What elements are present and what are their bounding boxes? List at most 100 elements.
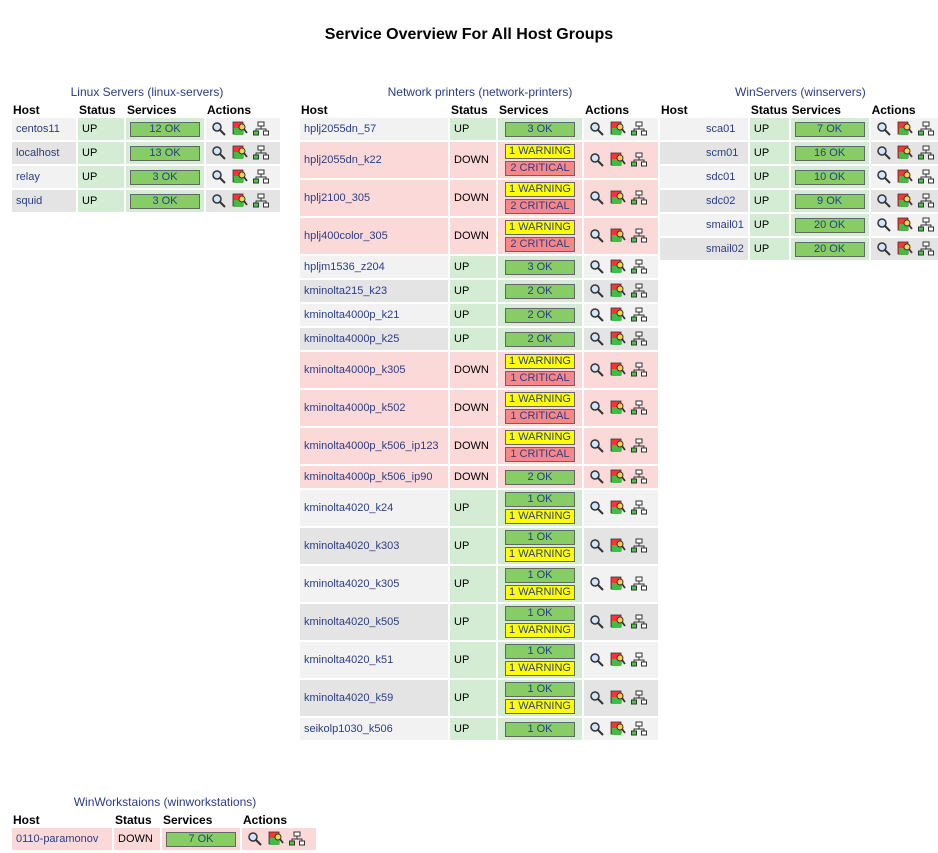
status-map-icon[interactable] xyxy=(631,538,648,554)
service-detail-icon[interactable] xyxy=(232,145,248,161)
service-count-warning[interactable]: 1 WARNING xyxy=(505,661,575,676)
host-name-link[interactable]: kminolta4000p_k25 xyxy=(300,328,448,350)
service-count-ok[interactable]: 7 OK xyxy=(166,831,236,847)
status-map-icon[interactable] xyxy=(631,652,648,668)
service-detail-icon[interactable] xyxy=(610,331,626,347)
magnifier-icon[interactable] xyxy=(589,400,605,416)
service-detail-icon[interactable] xyxy=(610,690,626,706)
status-map-icon[interactable] xyxy=(631,283,648,299)
status-map-icon[interactable] xyxy=(631,614,648,630)
host-name-link[interactable]: kminolta4000p_k502 xyxy=(300,390,448,426)
service-count-ok[interactable]: 2 OK xyxy=(505,307,575,323)
host-name-link[interactable]: kminolta215_k23 xyxy=(300,280,448,302)
magnifier-icon[interactable] xyxy=(589,438,605,454)
status-map-icon[interactable] xyxy=(917,217,934,233)
status-map-icon[interactable] xyxy=(917,121,934,137)
service-count-warning[interactable]: 1 WARNING xyxy=(505,392,575,407)
magnifier-icon[interactable] xyxy=(589,228,605,244)
service-count-ok[interactable]: 1 OK xyxy=(505,682,575,697)
status-map-icon[interactable] xyxy=(631,362,648,378)
service-count-warning[interactable]: 1 WARNING xyxy=(505,430,575,445)
status-map-icon[interactable] xyxy=(631,259,648,275)
service-detail-icon[interactable] xyxy=(610,259,626,275)
service-detail-icon[interactable] xyxy=(610,400,626,416)
service-count-ok[interactable]: 7 OK xyxy=(794,121,865,137)
service-detail-icon[interactable] xyxy=(232,169,248,185)
host-name-link[interactable]: relay xyxy=(12,166,76,188)
magnifier-icon[interactable] xyxy=(589,121,605,137)
host-name-link[interactable]: kminolta4020_k59 xyxy=(300,680,448,716)
status-map-icon[interactable] xyxy=(631,500,648,516)
host-name-link[interactable]: seikolp1030_k506 xyxy=(300,718,448,740)
magnifier-icon[interactable] xyxy=(589,469,605,485)
magnifier-icon[interactable] xyxy=(589,307,605,323)
service-count-ok[interactable]: 3 OK xyxy=(130,169,200,185)
service-detail-icon[interactable] xyxy=(232,121,248,137)
host-name-link[interactable]: 0110-paramonov xyxy=(12,828,112,850)
status-map-icon[interactable] xyxy=(917,169,934,185)
status-map-icon[interactable] xyxy=(631,228,648,244)
service-detail-icon[interactable] xyxy=(268,831,284,847)
host-name-link[interactable]: kminolta4020_k303 xyxy=(300,528,448,564)
service-count-ok[interactable]: 20 OK xyxy=(794,241,865,257)
service-detail-icon[interactable] xyxy=(897,241,913,257)
service-detail-icon[interactable] xyxy=(897,169,913,185)
magnifier-icon[interactable] xyxy=(211,121,227,137)
magnifier-icon[interactable] xyxy=(589,331,605,347)
status-map-icon[interactable] xyxy=(631,152,648,168)
host-name-link[interactable]: localhost xyxy=(12,142,76,164)
service-count-critical[interactable]: 1 CRITICAL xyxy=(505,447,575,462)
host-name-link[interactable]: kminolta4020_k305 xyxy=(300,566,448,602)
service-count-ok[interactable]: 9 OK xyxy=(794,193,865,209)
service-count-ok[interactable]: 2 OK xyxy=(505,283,575,299)
magnifier-icon[interactable] xyxy=(589,259,605,275)
service-detail-icon[interactable] xyxy=(232,193,248,209)
host-name-link[interactable]: centos11 xyxy=(12,118,76,140)
host-name-link[interactable]: squid xyxy=(12,190,76,212)
service-count-warning[interactable]: 1 WARNING xyxy=(505,509,575,524)
service-count-critical[interactable]: 2 CRITICAL xyxy=(505,237,575,252)
service-count-warning[interactable]: 1 WARNING xyxy=(505,220,575,235)
group-name-link[interactable]: WinWorkstaions xyxy=(73,795,161,809)
magnifier-icon[interactable] xyxy=(589,190,605,206)
group-name-link[interactable]: WinServers xyxy=(735,85,798,99)
service-detail-icon[interactable] xyxy=(610,438,626,454)
service-count-warning[interactable]: 1 WARNING xyxy=(505,144,575,159)
service-count-ok[interactable]: 16 OK xyxy=(794,145,865,161)
service-detail-icon[interactable] xyxy=(610,283,626,299)
magnifier-icon[interactable] xyxy=(247,831,263,847)
host-name-link[interactable]: hplj2100_305 xyxy=(300,180,448,216)
status-map-icon[interactable] xyxy=(917,145,934,161)
service-count-warning[interactable]: 1 WARNING xyxy=(505,354,575,369)
host-name-link[interactable]: sca01 xyxy=(660,118,748,140)
group-alias-link[interactable]: (winworkstations) xyxy=(163,795,257,809)
service-count-warning[interactable]: 1 WARNING xyxy=(505,585,575,600)
service-count-warning[interactable]: 1 WARNING xyxy=(505,547,575,562)
service-count-ok[interactable]: 12 OK xyxy=(130,121,200,137)
service-detail-icon[interactable] xyxy=(610,190,626,206)
service-count-ok[interactable]: 1 OK xyxy=(505,721,575,737)
group-name-link[interactable]: Network printers xyxy=(387,85,475,99)
service-count-ok[interactable]: 1 OK xyxy=(505,530,575,545)
service-detail-icon[interactable] xyxy=(610,652,626,668)
service-count-ok[interactable]: 1 OK xyxy=(505,644,575,659)
host-name-link[interactable]: kminolta4000p_k506_ip90 xyxy=(300,466,448,488)
magnifier-icon[interactable] xyxy=(589,614,605,630)
group-alias-link[interactable]: (winservers) xyxy=(800,85,866,99)
magnifier-icon[interactable] xyxy=(876,145,892,161)
service-count-critical[interactable]: 2 CRITICAL xyxy=(505,161,575,176)
service-detail-icon[interactable] xyxy=(610,228,626,244)
magnifier-icon[interactable] xyxy=(876,217,892,233)
service-count-ok[interactable]: 3 OK xyxy=(505,259,575,275)
service-detail-icon[interactable] xyxy=(610,121,626,137)
service-detail-icon[interactable] xyxy=(610,538,626,554)
host-name-link[interactable]: kminolta4020_k505 xyxy=(300,604,448,640)
service-detail-icon[interactable] xyxy=(610,152,626,168)
magnifier-icon[interactable] xyxy=(589,576,605,592)
host-name-link[interactable]: hpljm1536_z204 xyxy=(300,256,448,278)
status-map-icon[interactable] xyxy=(631,331,648,347)
status-map-icon[interactable] xyxy=(631,690,648,706)
service-count-critical[interactable]: 1 CRITICAL xyxy=(505,371,575,386)
status-map-icon[interactable] xyxy=(631,121,648,137)
status-map-icon[interactable] xyxy=(253,169,270,185)
